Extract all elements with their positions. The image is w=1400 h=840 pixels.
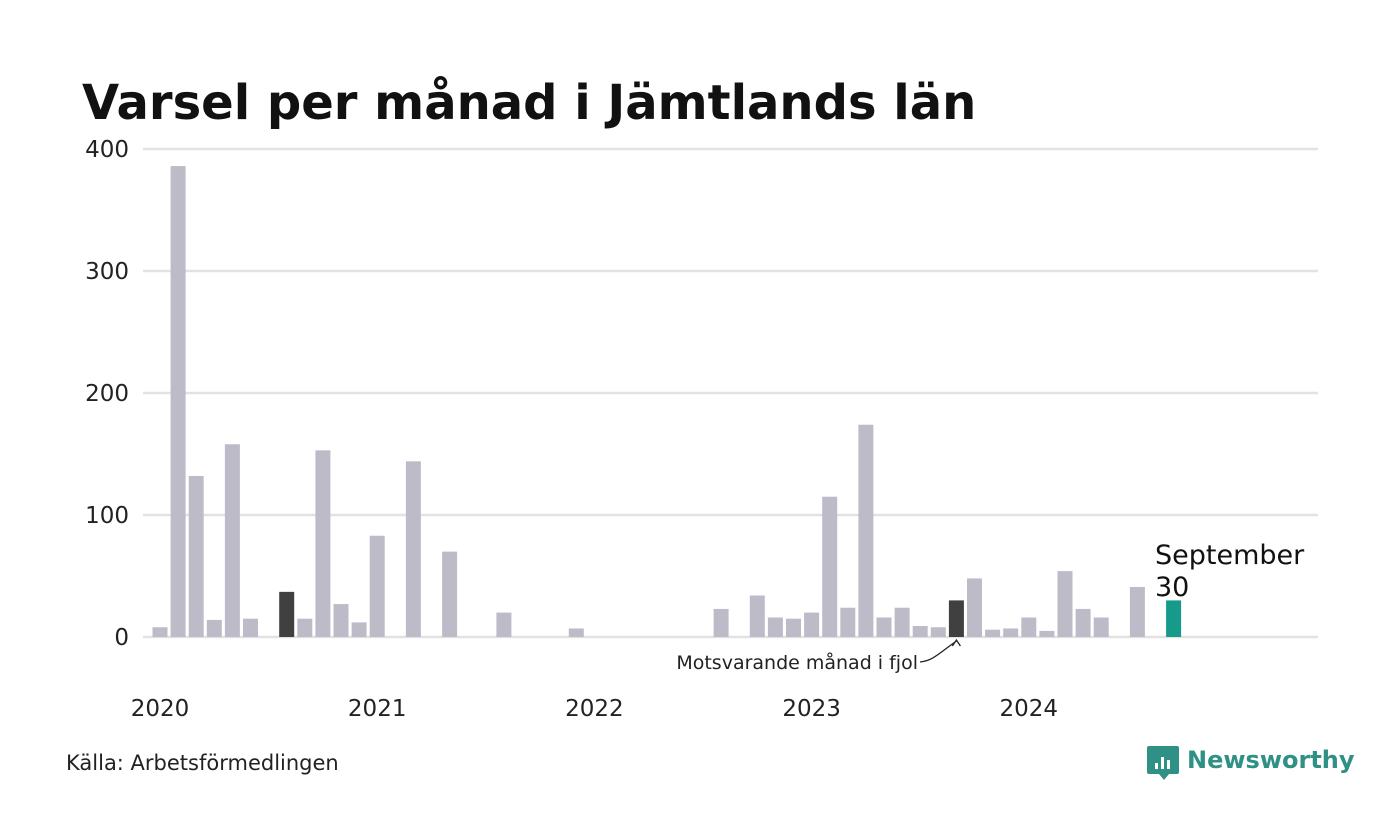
x-tick-label: 2024: [1000, 696, 1059, 722]
bar: [568, 628, 584, 637]
bar: [713, 608, 729, 637]
bar: [315, 450, 331, 637]
y-tick-label: 400: [85, 137, 129, 163]
source-label: Källa: Arbetsförmedlingen: [66, 751, 339, 775]
newsworthy-logo: Newsworthy: [1147, 746, 1355, 780]
bar: [1057, 571, 1073, 637]
bar: [1075, 608, 1091, 637]
bars: [152, 166, 1182, 637]
bar: [822, 496, 838, 637]
x-tick-label: 2023: [782, 696, 841, 722]
bar: [1021, 617, 1037, 637]
y-tick-label: 200: [85, 381, 129, 407]
bar: [170, 166, 186, 637]
bar: [912, 626, 928, 637]
bar: [369, 535, 385, 637]
bar: [894, 607, 910, 637]
annotation: Motsvarande månad i fjol: [676, 638, 961, 674]
bar: [224, 444, 240, 637]
bar: [930, 627, 946, 637]
bar: [1166, 600, 1182, 637]
bar: [206, 619, 222, 637]
y-tick-label: 300: [85, 259, 129, 285]
current-month-name: September: [1155, 540, 1305, 571]
bar: [351, 622, 367, 637]
bar: [767, 617, 783, 637]
annotation-arrow: [919, 638, 961, 663]
bar: [804, 612, 820, 637]
bar: [1129, 586, 1145, 637]
bar: [948, 600, 964, 637]
x-tick-label: 2021: [348, 696, 407, 722]
current-month-label: September 30: [1155, 540, 1305, 603]
bar: [442, 551, 458, 637]
bar: [967, 578, 982, 637]
bar: [243, 618, 258, 637]
bar: [840, 607, 856, 637]
bar: [188, 475, 204, 637]
bar: [152, 627, 168, 637]
y-tick-label: 0: [114, 625, 129, 651]
bar: [1003, 628, 1019, 637]
bar: [333, 604, 349, 637]
bar: [297, 618, 313, 637]
bar: [1039, 630, 1055, 637]
current-month-value: 30: [1155, 572, 1189, 603]
x-tick-label: 2022: [565, 696, 624, 722]
x-axis-labels: 2020 2021 2022 2023 2024: [131, 696, 1058, 722]
bar: [985, 629, 1001, 637]
y-axis-labels: 0 100 200 300 400: [85, 137, 129, 651]
annotation-label: Motsvarande månad i fjol: [676, 651, 918, 674]
chart-title: Varsel per månad i Jämtlands län: [82, 75, 976, 131]
bar: [858, 424, 874, 637]
bar: [496, 612, 512, 637]
bar: [405, 461, 421, 637]
brand-name: Newsworthy: [1187, 746, 1355, 774]
bar: [749, 595, 765, 637]
y-tick-label: 100: [85, 503, 129, 529]
bar: [876, 617, 892, 637]
bar: [279, 591, 295, 637]
bar: [1093, 617, 1109, 637]
grid: [143, 147, 1318, 639]
bar: [786, 618, 801, 637]
x-tick-label: 2020: [131, 696, 190, 722]
